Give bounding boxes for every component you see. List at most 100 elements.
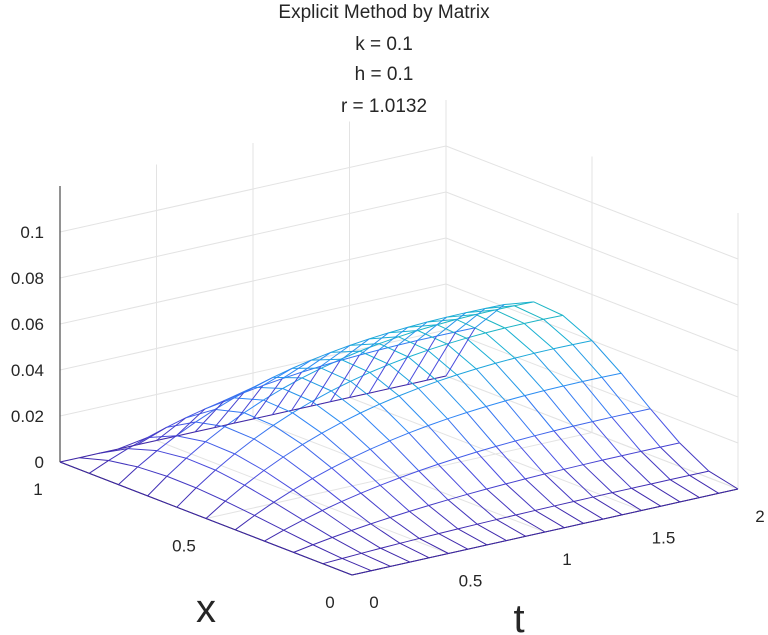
mesh-line-x-const bbox=[495, 440, 516, 447]
mesh-line-t-const bbox=[234, 453, 265, 471]
mesh-line-t-const bbox=[562, 385, 593, 422]
mesh-line-t-const bbox=[378, 326, 409, 351]
mesh-line-t-const bbox=[281, 359, 312, 380]
mesh-line-x-const bbox=[234, 515, 255, 531]
mesh-line-x-const bbox=[457, 451, 477, 459]
mesh-line-x-const bbox=[640, 446, 661, 452]
mesh-line-t-const bbox=[176, 435, 206, 443]
mesh-line-t-const bbox=[205, 518, 236, 531]
mesh-line-x-const bbox=[506, 535, 526, 542]
mesh-line-x-const bbox=[282, 377, 303, 389]
mesh-line-t-const bbox=[341, 557, 372, 572]
mesh-line-t-const bbox=[406, 335, 438, 385]
tick-label-z: 0.06 bbox=[11, 315, 44, 334]
mesh-line-x-const bbox=[166, 417, 186, 428]
mesh-line-x-const bbox=[582, 459, 603, 466]
mesh-line-x-const bbox=[504, 322, 525, 329]
mesh-line-t-const bbox=[457, 528, 488, 546]
mesh-line-t-const bbox=[350, 380, 381, 405]
mesh-line-x-const bbox=[495, 357, 515, 364]
mesh-line-x-const bbox=[312, 467, 332, 480]
mesh-line-t-const bbox=[351, 530, 381, 549]
mesh-line-t-const bbox=[495, 362, 526, 396]
mesh-line-x-const bbox=[514, 352, 535, 359]
mesh-line-t-const bbox=[573, 501, 604, 520]
mesh-line-t-const bbox=[253, 386, 283, 389]
mesh-line-x-const bbox=[117, 444, 138, 450]
mesh-line-x-const bbox=[224, 484, 245, 502]
mesh-line-t-const bbox=[446, 343, 477, 370]
mesh-line-t-const bbox=[543, 390, 574, 427]
mesh-line-x-const bbox=[533, 348, 554, 354]
tick-label-z: 0.1 bbox=[20, 223, 44, 242]
mesh-line-x-const bbox=[291, 405, 312, 411]
mesh-line-t-const bbox=[340, 422, 371, 450]
mesh-line-t-const bbox=[445, 327, 476, 377]
mesh-line-t-const bbox=[582, 381, 613, 418]
mesh-line-t-const bbox=[243, 412, 274, 426]
mesh-line-t-const bbox=[156, 450, 187, 459]
mesh-line-t-const bbox=[117, 437, 148, 450]
mesh-line-t-const bbox=[369, 336, 399, 340]
mesh-line-t-const bbox=[214, 392, 244, 428]
mesh-line-x-const bbox=[553, 344, 573, 350]
mesh-line-t-const bbox=[166, 475, 197, 489]
mesh-line-t-const bbox=[215, 469, 245, 486]
mesh-line-t-const bbox=[474, 304, 505, 329]
mesh-line-t-const bbox=[291, 365, 322, 411]
mesh-line-x-const bbox=[368, 388, 389, 394]
mesh-line-x-const bbox=[505, 478, 526, 485]
mesh-line-x-const bbox=[408, 349, 428, 358]
mesh-line-x-const bbox=[544, 527, 565, 533]
mesh-line-x-const bbox=[486, 483, 507, 490]
mesh-line-t-const bbox=[389, 440, 420, 472]
mesh-line-t-const bbox=[127, 448, 158, 452]
mesh-line-x-const bbox=[543, 314, 563, 320]
mesh-line-t-const bbox=[89, 472, 119, 486]
mesh-line-t-const bbox=[388, 330, 418, 334]
mesh-line-x-const bbox=[330, 344, 351, 353]
mesh-line-t-const bbox=[341, 501, 372, 525]
mesh-line-x-const bbox=[371, 565, 391, 572]
mesh-line-x-const bbox=[429, 553, 449, 559]
axis-lines bbox=[59, 186, 739, 576]
mesh-line-x-const bbox=[205, 500, 226, 519]
tick-label-t: 2 bbox=[755, 507, 764, 526]
mesh-line-t-const bbox=[504, 327, 535, 354]
mesh-line-t-const bbox=[283, 529, 314, 546]
mesh-line-t-const bbox=[592, 496, 623, 516]
mesh-line-x-const bbox=[263, 456, 284, 471]
mesh-line-x-const bbox=[476, 362, 496, 370]
mesh-line-t-const bbox=[312, 478, 342, 502]
mesh-line-x-const bbox=[387, 384, 408, 390]
mesh-line-t-const bbox=[514, 357, 545, 391]
mesh-line-x-const bbox=[331, 457, 352, 469]
mesh-line-t-const bbox=[602, 459, 632, 489]
mesh-line-x-const bbox=[262, 378, 283, 387]
mesh-line-t-const bbox=[438, 533, 469, 550]
mesh-line-x-const bbox=[156, 435, 176, 441]
mesh-line-x-const bbox=[699, 492, 719, 499]
mesh-line-x-const bbox=[397, 340, 418, 346]
mesh-line-x-const bbox=[582, 376, 603, 383]
mesh-line-x-const bbox=[195, 409, 216, 423]
mesh-line-x-const bbox=[166, 457, 187, 477]
mesh-line-t-const bbox=[408, 432, 439, 465]
mesh-line-t-const bbox=[175, 408, 206, 437]
mesh-line-t-const bbox=[235, 529, 265, 542]
tick-label-z: 0 bbox=[35, 453, 44, 472]
mesh-line-t-const bbox=[640, 451, 671, 481]
mesh-line-x-const bbox=[194, 427, 215, 433]
mesh-line-x-const bbox=[244, 470, 265, 486]
mesh-line-x-const bbox=[447, 411, 467, 420]
mesh-line-x-const bbox=[185, 441, 206, 459]
mesh-line-t-const bbox=[302, 444, 333, 469]
mesh-line-t-const bbox=[554, 505, 584, 524]
mesh-line-x-const bbox=[418, 463, 439, 472]
mesh-line-t-const bbox=[340, 358, 371, 373]
mesh-line-x-const bbox=[689, 470, 709, 476]
mesh-line-x-const bbox=[436, 318, 457, 326]
mesh-line-t-const bbox=[620, 372, 651, 410]
chart-title-line-4: r = 1.0132 bbox=[340, 96, 428, 117]
